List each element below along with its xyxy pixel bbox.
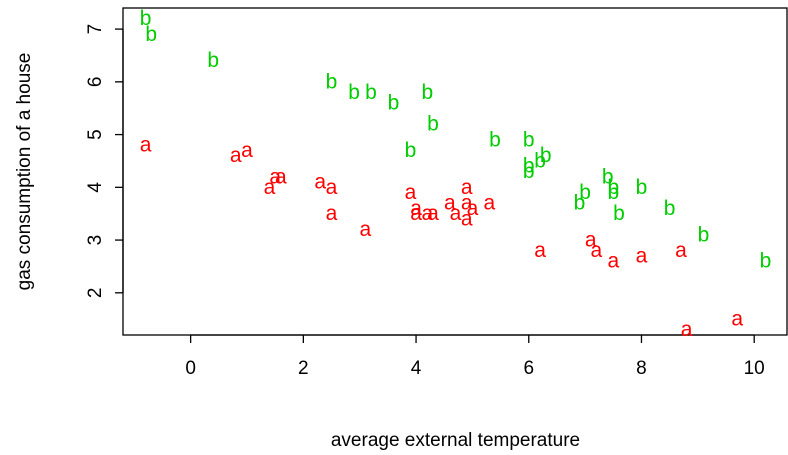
data-point-a: a <box>607 250 619 273</box>
data-point-b: b <box>145 23 157 46</box>
data-point-a: a <box>731 308 743 331</box>
data-point-b: b <box>421 81 433 104</box>
data-point-a: a <box>461 207 473 230</box>
data-point-a: a <box>140 134 152 157</box>
y-tick-label: 3 <box>85 235 106 246</box>
data-point-a: a <box>636 244 648 267</box>
data-point-a: a <box>461 176 473 199</box>
x-tick-label: 8 <box>636 358 647 379</box>
y-tick-label: 2 <box>85 288 106 299</box>
data-point-b: b <box>602 165 614 188</box>
data-point-a: a <box>230 144 242 167</box>
data-point-b: b <box>388 91 400 114</box>
data-point-a: a <box>269 165 281 188</box>
data-point-b: b <box>523 128 535 151</box>
data-point-b: b <box>207 49 219 72</box>
x-tick-label: 10 <box>744 358 765 379</box>
x-tick-label: 6 <box>523 358 534 379</box>
data-point-b: b <box>348 81 360 104</box>
data-point-b: b <box>534 149 546 172</box>
data-point-b: b <box>540 144 552 167</box>
data-point-b: b <box>607 176 619 199</box>
data-point-a: a <box>410 202 422 225</box>
y-tick-label: 6 <box>85 77 106 88</box>
data-point-b: b <box>607 181 619 204</box>
data-point-a: a <box>467 197 479 220</box>
data-point-a: a <box>675 239 687 262</box>
data-point-a: a <box>326 176 338 199</box>
data-point-a: a <box>444 192 456 215</box>
x-axis: 0 2 4 6 8 10 <box>185 334 765 379</box>
x-tick-label: 4 <box>411 358 422 379</box>
data-point-b: b <box>698 223 710 246</box>
data-point-b: b <box>489 128 501 151</box>
y-axis-label: gas consumption of a house <box>14 53 35 291</box>
data-point-b: b <box>405 139 417 162</box>
y-tick-label: 4 <box>85 182 106 193</box>
data-point-a: a <box>275 165 287 188</box>
data-point-b: b <box>574 192 586 215</box>
y-tick-label: 5 <box>85 129 106 140</box>
data-point-a: a <box>421 202 433 225</box>
data-point-b: b <box>579 181 591 204</box>
data-point-b: b <box>760 250 772 273</box>
data-point-a: a <box>264 176 276 199</box>
data-point-a: a <box>450 202 462 225</box>
data-point-b: b <box>664 197 676 220</box>
plot-frame <box>122 7 788 336</box>
data-point-a: a <box>314 171 326 194</box>
data-point-b: b <box>636 176 648 199</box>
data-point-b: b <box>523 155 535 178</box>
data-point-a: a <box>427 202 439 225</box>
data-point-b: b <box>326 70 338 93</box>
data-point-b: b <box>140 7 152 30</box>
data-point-b: b <box>427 113 439 136</box>
data-point-a: a <box>483 192 495 215</box>
y-tick-label: 7 <box>85 24 106 35</box>
data-point-b: b <box>365 81 377 104</box>
x-tick-label: 0 <box>185 358 196 379</box>
x-axis-label: average external temperature <box>331 430 580 451</box>
data-point-a: a <box>410 197 422 220</box>
data-point-a: a <box>591 239 603 262</box>
data-point-a: a <box>461 192 473 215</box>
data-point-a: a <box>681 318 693 341</box>
data-point-a: a <box>405 181 417 204</box>
y-axis: 2 3 4 5 6 7 <box>85 24 124 299</box>
data-point-b: b <box>613 202 625 225</box>
data-point-a: a <box>359 218 371 241</box>
x-tick-label: 2 <box>298 358 309 379</box>
data-point-b: b <box>523 160 535 183</box>
data-point-a: a <box>534 239 546 262</box>
data-point-a: a <box>585 229 597 252</box>
data-point-a: a <box>326 202 338 225</box>
data-point-a: a <box>241 139 253 162</box>
